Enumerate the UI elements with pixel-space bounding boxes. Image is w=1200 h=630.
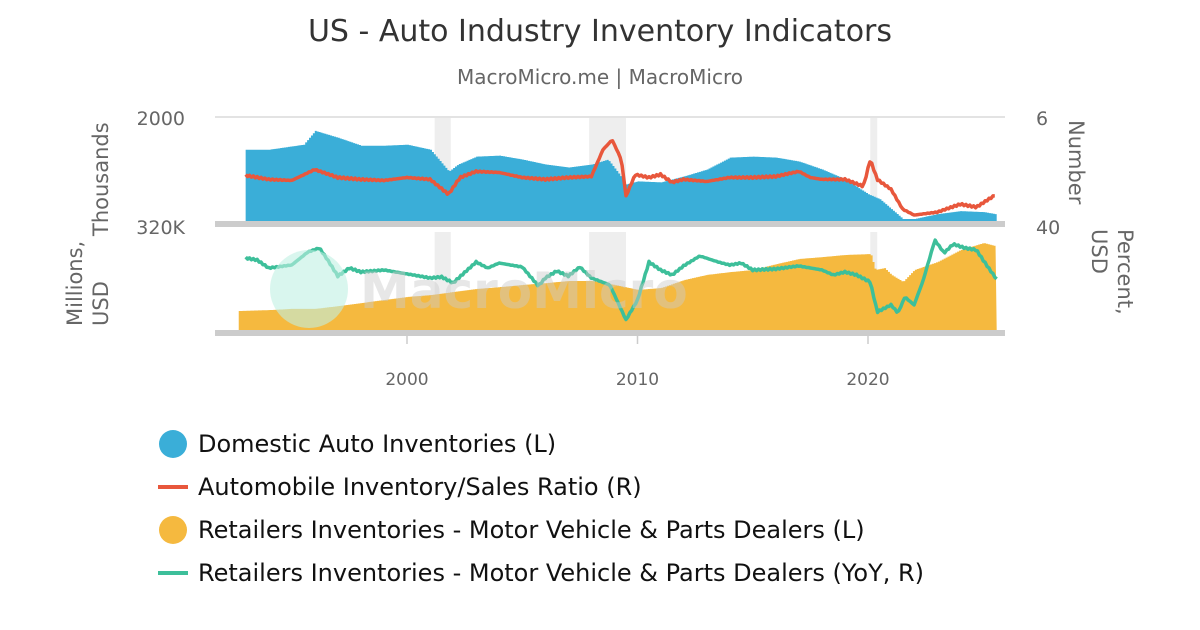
- series-line-1: [244, 238, 998, 322]
- legend-line-icon: [158, 570, 188, 575]
- x-tick-label: 2020: [846, 370, 889, 390]
- legend-label: Automobile Inventory/Sales Ratio (R): [198, 472, 642, 501]
- left-bottom-tick: 320K: [136, 217, 185, 239]
- legend-item[interactable]: Domestic Auto Inventories (L): [158, 422, 924, 465]
- panel-axis-bar: [215, 221, 1005, 227]
- watermark: MacroMicro: [270, 250, 688, 328]
- chart-svg: 2000 2010 2020 2000 320K 6 40 Thousands Mi…: [63, 108, 1137, 390]
- legend-item[interactable]: Retailers Inventories - Motor Vehicle & …: [158, 508, 924, 551]
- legend-label: Domestic Auto Inventories (L): [198, 429, 557, 458]
- legend: Domestic Auto Inventories (L) Automobile…: [158, 422, 924, 594]
- right-top-axis-label: Number: [1064, 120, 1088, 205]
- left-bottom-axis-label: Millions,USD: [63, 241, 113, 326]
- right-bottom-axis-label: Percent,USD: [1087, 229, 1137, 315]
- legend-item[interactable]: Automobile Inventory/Sales Ratio (R): [158, 465, 924, 508]
- legend-label: Retailers Inventories - Motor Vehicle & …: [198, 515, 865, 544]
- legend-label: Retailers Inventories - Motor Vehicle & …: [198, 558, 925, 587]
- series-line-0: [244, 139, 995, 217]
- x-tick-label: 2010: [616, 370, 659, 390]
- x-tick-label: 2000: [385, 370, 428, 390]
- panel-axis-bar: [215, 330, 1005, 336]
- right-bottom-tick: 40: [1036, 217, 1060, 239]
- chart-title: US - Auto Industry Inventory Indicators: [307, 14, 893, 49]
- left-top-tick: 2000: [137, 108, 185, 130]
- legend-line-icon: [158, 484, 188, 489]
- chart-subtitle: MacroMicro.me | MacroMicro: [457, 65, 743, 89]
- left-top-axis-label: Thousands: [89, 122, 113, 237]
- watermark-text: MacroMicro: [360, 262, 688, 320]
- legend-circle-icon: [159, 515, 187, 544]
- right-top-tick: 6: [1036, 108, 1048, 130]
- watermark-logo-icon: [270, 250, 348, 328]
- legend-item[interactable]: Retailers Inventories - Motor Vehicle & …: [158, 551, 924, 594]
- bar-area-1: [238, 243, 997, 330]
- bar-area-0: [245, 130, 997, 221]
- legend-circle-icon: [159, 429, 187, 458]
